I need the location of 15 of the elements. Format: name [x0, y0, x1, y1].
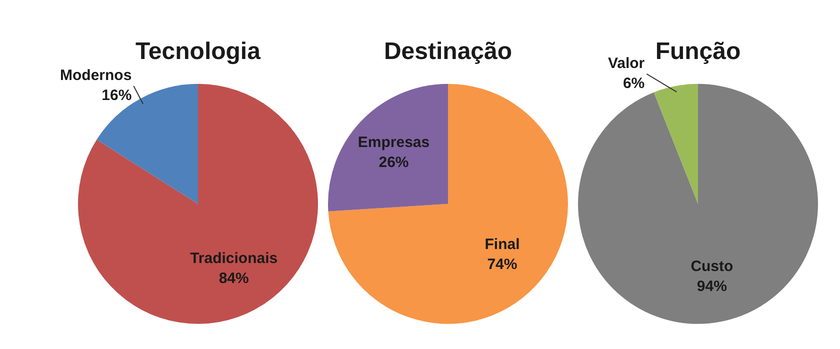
slice-label: Empresas [358, 134, 430, 152]
slice-label: Tradicionais [190, 250, 278, 268]
slice-label: Modernos [60, 67, 132, 84]
data-label: 74% [487, 256, 518, 273]
data-label: 94% [696, 278, 727, 296]
data-label: 84% [218, 270, 249, 288]
slice-label: Custo [690, 258, 734, 276]
data-label: 26% [378, 154, 409, 172]
data-label: 16% [102, 87, 132, 104]
chart-title: Tecnologia [136, 38, 262, 66]
slice-label: Final [484, 236, 520, 253]
chart-title: Função [655, 38, 741, 66]
slice-label: Valor [608, 55, 645, 72]
chart-title: Destinação [384, 38, 512, 66]
data-label: 6% [622, 75, 645, 92]
